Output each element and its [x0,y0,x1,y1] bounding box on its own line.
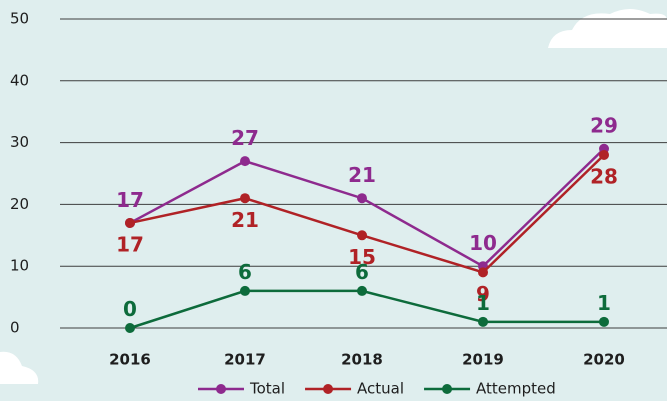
data-label: 10 [469,231,497,255]
point [599,317,609,327]
data-label: 17 [116,232,144,256]
point [240,193,250,203]
legend-marker [216,384,226,394]
point [357,230,367,240]
point [125,323,135,333]
data-label: 28 [590,165,618,189]
data-label: 21 [231,208,259,232]
point [478,317,488,327]
data-label: 1 [476,291,490,315]
x-tick-label: 2018 [341,351,383,369]
point [357,286,367,296]
x-tick-label: 2020 [583,351,625,369]
data-label: 27 [231,126,259,150]
background [0,0,667,401]
data-label: 17 [116,188,144,212]
y-tick-label: 10 [10,257,29,275]
point [478,267,488,277]
data-label: 6 [238,260,252,284]
legend-marker [442,384,452,394]
point [357,193,367,203]
point [599,150,609,160]
x-tick-label: 2019 [462,351,504,369]
y-tick-label: 30 [10,133,29,151]
y-tick-label: 0 [10,319,20,337]
data-label: 21 [348,163,376,187]
legend-label: Attempted [476,380,556,398]
x-tick-label: 2016 [109,351,151,369]
legend-label: Actual [357,380,404,398]
y-tick-label: 50 [10,10,29,28]
x-tick-label: 2017 [224,351,266,369]
y-tick-label: 40 [10,71,29,89]
point [240,286,250,296]
data-label: 0 [123,297,137,321]
data-label: 1 [597,291,611,315]
chart: 0102030405020162017201820192020172721102… [0,0,667,401]
point [125,218,135,228]
legend-label: Total [249,380,285,398]
y-tick-label: 20 [10,195,29,213]
data-label: 6 [355,260,369,284]
data-label: 29 [590,114,618,138]
legend-marker [323,384,333,394]
point [240,156,250,166]
